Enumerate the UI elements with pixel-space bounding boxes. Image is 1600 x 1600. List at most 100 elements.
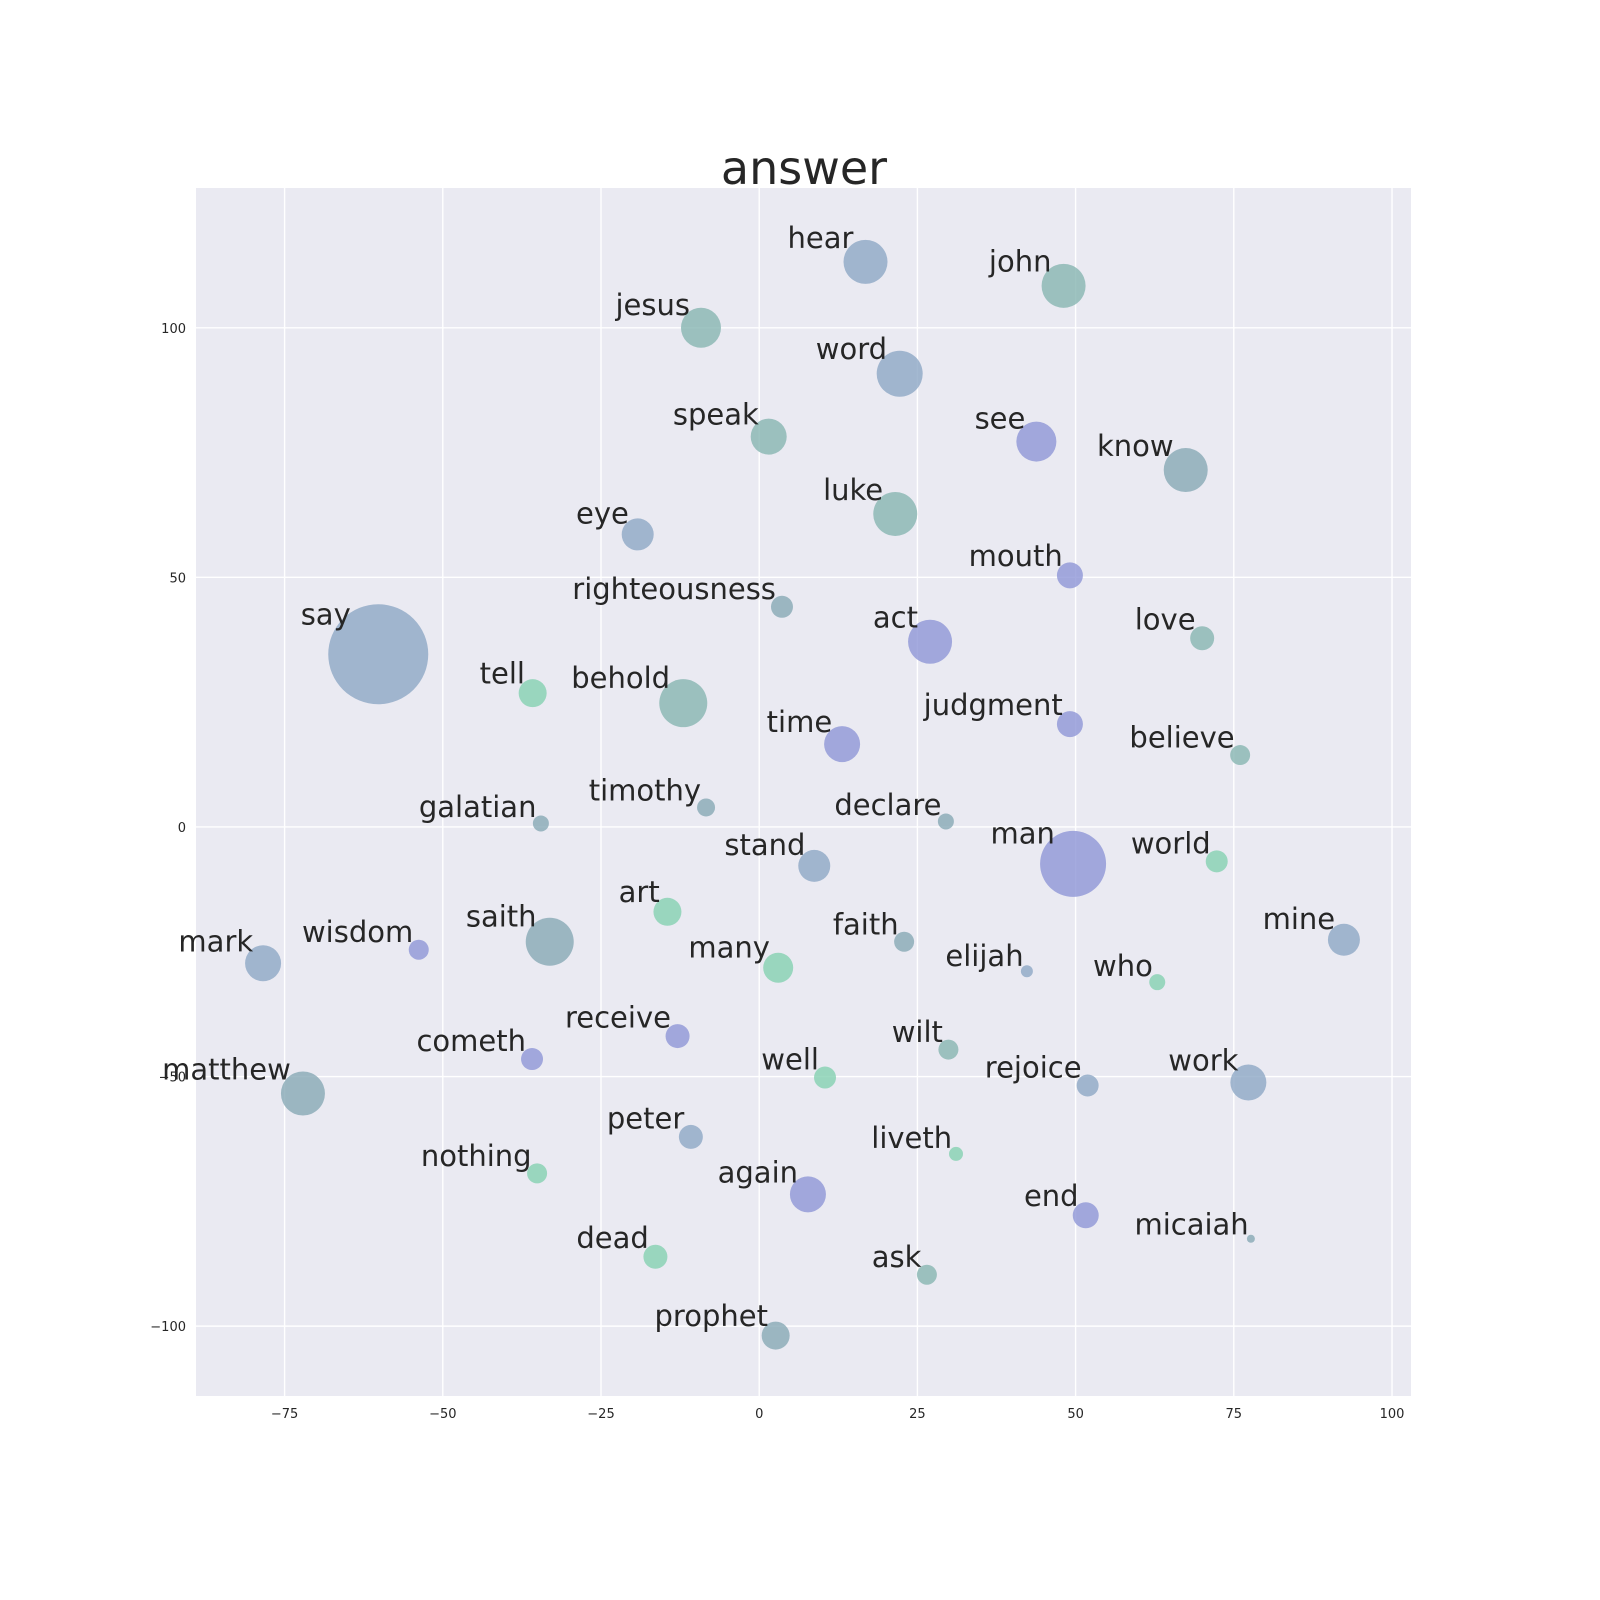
label-nothing: nothing bbox=[421, 1139, 532, 1173]
bubble-stand bbox=[798, 849, 831, 882]
bubble-nothing bbox=[527, 1163, 548, 1184]
label-wilt: wilt bbox=[892, 1015, 943, 1049]
label-peter: peter bbox=[607, 1101, 684, 1135]
bubble-mouth bbox=[1056, 562, 1083, 589]
label-mine: mine bbox=[1263, 902, 1336, 936]
bubble-hear bbox=[843, 239, 888, 284]
label-who: who bbox=[1093, 949, 1153, 983]
bubble-judgment bbox=[1056, 711, 1083, 738]
label-again: again bbox=[718, 1155, 798, 1189]
bubble-love bbox=[1190, 626, 1215, 651]
bubble-rejoice bbox=[1076, 1074, 1099, 1097]
bubble-see bbox=[1016, 421, 1057, 462]
label-ask: ask bbox=[872, 1240, 922, 1274]
word-labels: hear john jesus word speak see know luke eye mout… bbox=[162, 221, 1335, 1333]
label-stand: stand bbox=[724, 828, 805, 862]
label-see: see bbox=[975, 402, 1026, 436]
label-world: world bbox=[1131, 826, 1211, 860]
bubble-john bbox=[1041, 263, 1086, 308]
x-tick-label: −50 bbox=[429, 1407, 456, 1422]
label-dead: dead bbox=[576, 1221, 648, 1255]
bubble-matthew bbox=[280, 1071, 325, 1116]
bubble-galatian bbox=[532, 815, 549, 832]
label-many: many bbox=[688, 930, 770, 964]
label-end: end bbox=[1024, 1179, 1079, 1213]
bubble-know bbox=[1163, 448, 1208, 493]
bubble-mark bbox=[245, 945, 282, 982]
label-speak: speak bbox=[673, 398, 759, 432]
bubble-liveth bbox=[949, 1146, 964, 1161]
x-tick-label: 50 bbox=[1067, 1407, 1084, 1422]
label-well: well bbox=[761, 1042, 819, 1076]
bubble-say bbox=[328, 604, 429, 705]
y-tick-label: −50 bbox=[159, 1071, 186, 1086]
label-faith: faith bbox=[833, 907, 899, 941]
label-saith: saith bbox=[466, 900, 537, 934]
label-hear: hear bbox=[787, 221, 853, 255]
y-tick-label: 0 bbox=[178, 821, 186, 836]
bubble-faith bbox=[894, 931, 915, 952]
label-luke: luke bbox=[823, 473, 883, 507]
bubble-time bbox=[824, 726, 861, 763]
x-tick-label: −75 bbox=[271, 1407, 298, 1422]
bubble-wisdom bbox=[408, 939, 429, 960]
y-tick-label: 100 bbox=[161, 322, 186, 337]
label-art: art bbox=[619, 875, 660, 909]
bubble-end bbox=[1072, 1202, 1099, 1229]
bubble-timothy bbox=[697, 798, 716, 817]
label-behold: behold bbox=[571, 661, 670, 695]
bubble-art bbox=[653, 897, 682, 926]
label-liveth: liveth bbox=[871, 1121, 952, 1155]
gridlines bbox=[196, 188, 1411, 1396]
chart-title: answer bbox=[721, 141, 887, 195]
bubble-micaiah bbox=[1246, 1234, 1255, 1243]
bubble-man bbox=[1040, 830, 1107, 897]
label-micaiah: micaiah bbox=[1134, 1208, 1248, 1242]
bubble-again bbox=[789, 1176, 826, 1213]
label-righteousness: righteousness bbox=[572, 572, 776, 606]
bubble-righteousness bbox=[770, 595, 793, 618]
bubble-speak bbox=[750, 418, 787, 455]
axis-ticks: −75 −50 −25 0 25 50 75 100 −100 −50 0 50 100 bbox=[150, 322, 1404, 1422]
label-wisdom: wisdom bbox=[302, 915, 413, 949]
label-prophet: prophet bbox=[655, 1299, 768, 1333]
bubble-declare bbox=[937, 813, 954, 830]
label-rejoice: rejoice bbox=[985, 1050, 1082, 1084]
y-tick-label: 50 bbox=[169, 571, 186, 586]
bubble-tell bbox=[518, 679, 547, 708]
bubble-elijah bbox=[1020, 965, 1033, 978]
label-timothy: timothy bbox=[589, 774, 701, 808]
label-receive: receive bbox=[565, 1000, 671, 1034]
label-jesus: jesus bbox=[614, 288, 690, 322]
bubble-mine bbox=[1327, 923, 1360, 956]
bubble-prophet bbox=[761, 1321, 790, 1350]
bubble-word bbox=[876, 350, 923, 397]
label-time: time bbox=[767, 705, 833, 739]
label-galatian: galatian bbox=[419, 790, 537, 824]
bubble-behold bbox=[659, 679, 708, 728]
bubble-work bbox=[1230, 1064, 1267, 1101]
label-mark: mark bbox=[178, 924, 253, 958]
x-tick-label: −25 bbox=[587, 1407, 614, 1422]
bubble-cometh bbox=[521, 1048, 544, 1071]
bubble-act bbox=[908, 619, 953, 664]
label-cometh: cometh bbox=[416, 1024, 526, 1058]
bubble-luke bbox=[873, 491, 918, 536]
bubble-many bbox=[763, 952, 794, 983]
label-act: act bbox=[873, 601, 918, 635]
label-love: love bbox=[1135, 603, 1196, 637]
x-tick-label: 100 bbox=[1380, 1407, 1405, 1422]
bubble-world bbox=[1205, 850, 1228, 873]
bubble-jesus bbox=[680, 307, 721, 348]
bubble-layer bbox=[245, 239, 1360, 1350]
label-declare: declare bbox=[834, 788, 941, 822]
label-judgment: judgment bbox=[923, 688, 1063, 722]
label-word: word bbox=[816, 332, 887, 366]
label-say: say bbox=[301, 598, 351, 632]
bubble-saith bbox=[525, 917, 574, 966]
y-tick-label: −100 bbox=[150, 1320, 186, 1335]
bubble-receive bbox=[665, 1024, 690, 1049]
label-believe: believe bbox=[1129, 721, 1234, 755]
label-john: john bbox=[988, 245, 1052, 279]
